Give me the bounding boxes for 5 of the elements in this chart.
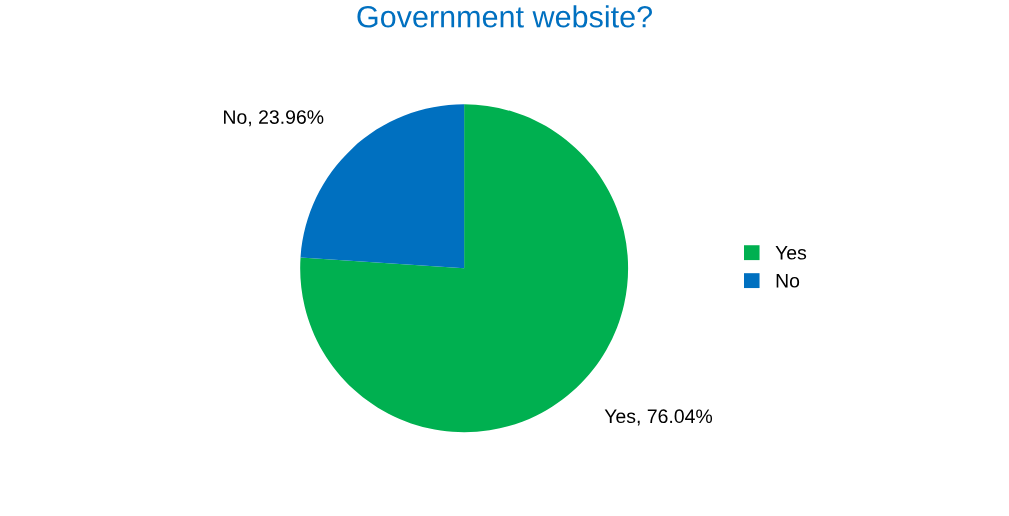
legend-label: No	[776, 274, 800, 288]
data-label: Yes, 76.04%	[604, 409, 713, 426]
data-label: No, 23.96%	[224, 110, 324, 127]
legend-label: Yes	[775, 246, 807, 260]
chart-title: Government website?	[357, 5, 652, 28]
